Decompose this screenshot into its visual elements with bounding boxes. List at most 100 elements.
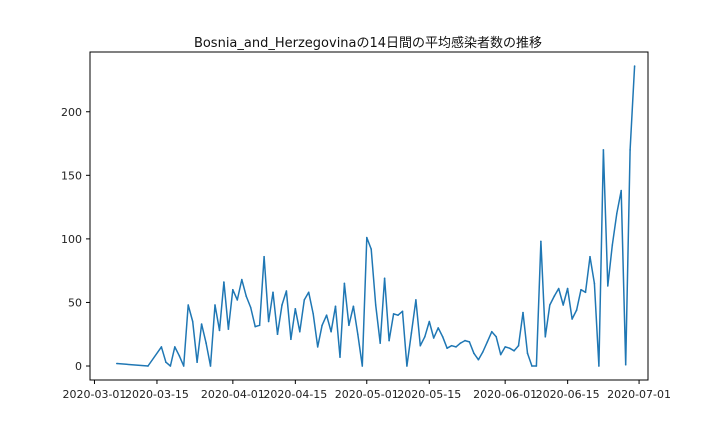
data-point (388, 339, 390, 342)
data-point (508, 347, 511, 350)
y-tick-label: 200 (61, 106, 82, 119)
data-point (584, 291, 587, 294)
data-point (147, 365, 149, 367)
data-point (214, 304, 216, 306)
data-point (526, 352, 529, 355)
data-point (236, 299, 239, 301)
x-tick-label: 2020-06-15 (536, 388, 600, 401)
x-tick-label: 2020-04-01 (201, 388, 265, 401)
data-point (513, 350, 515, 352)
data-point (589, 255, 591, 258)
data-point (535, 365, 538, 367)
data-point (182, 365, 185, 367)
data-point (267, 320, 270, 323)
data-point (482, 351, 484, 353)
data-point (303, 299, 306, 301)
data-point (517, 344, 520, 347)
data-point (174, 346, 176, 348)
data-point (370, 248, 373, 250)
series-line (116, 65, 636, 367)
data-point (254, 325, 256, 328)
data-point (276, 333, 279, 336)
y-tick-label: 100 (61, 233, 82, 246)
x-tick-label: 2020-03-01 (62, 388, 126, 401)
data-point (218, 329, 221, 332)
data-point (178, 355, 181, 357)
data-point (209, 365, 212, 367)
x-tick-label: 2020-06-01 (473, 388, 537, 401)
data-point (357, 333, 359, 336)
data-point (223, 281, 225, 283)
data-point (290, 338, 292, 341)
data-point (602, 149, 605, 151)
data-point (553, 295, 556, 297)
data-point (557, 287, 560, 290)
x-tick-label: 2020-03-15 (125, 388, 189, 401)
y-tick-label: 0 (75, 360, 82, 373)
data-point (419, 344, 422, 347)
data-point (432, 337, 435, 339)
data-point (611, 244, 614, 246)
data-point (531, 365, 533, 367)
data-point (241, 278, 243, 281)
data-point (504, 346, 507, 348)
data-point (633, 65, 636, 67)
axes-frame (89, 51, 649, 381)
data-point (598, 365, 600, 367)
x-tick-label: 2020-04-15 (263, 388, 327, 401)
x-tick-label: 2020-05-01 (335, 388, 399, 401)
data-point (428, 320, 431, 323)
data-point (383, 277, 386, 280)
data-point (258, 324, 261, 327)
data-point (620, 189, 622, 192)
data-point (491, 330, 493, 333)
data-point (379, 342, 382, 344)
data-point (245, 295, 247, 297)
data-point (450, 344, 453, 347)
data-point (205, 342, 207, 344)
data-point (575, 309, 578, 311)
data-point (562, 304, 564, 306)
data-point (196, 361, 198, 364)
data-point (160, 346, 163, 348)
data-point (316, 346, 319, 348)
data-point (352, 305, 355, 308)
data-point (169, 365, 172, 367)
data-point (343, 282, 346, 285)
axes-border (89, 51, 649, 381)
y-axis-ticks: 0 50 100 150 200 (61, 106, 90, 373)
x-tick-label: 2020-05-15 (397, 388, 461, 401)
data-point (477, 358, 480, 361)
data-point (401, 310, 404, 313)
x-tick-label: 2020-07-01 (607, 388, 671, 401)
data-point (348, 324, 350, 327)
data-point (366, 236, 368, 239)
data-point (187, 304, 189, 306)
data-point (299, 330, 301, 333)
data-point (464, 339, 466, 342)
data-point (227, 328, 230, 330)
data-point (468, 341, 471, 343)
data-point (330, 330, 332, 333)
data-point (263, 255, 265, 258)
data-point (339, 356, 341, 358)
data-point (410, 332, 413, 334)
data-point (459, 342, 462, 344)
data-point (392, 313, 395, 315)
data-point (415, 299, 417, 301)
data-point (397, 314, 399, 317)
data-point (607, 285, 609, 287)
data-point (334, 305, 337, 308)
data-point (437, 327, 440, 329)
data-point (361, 365, 364, 367)
data-point (616, 212, 618, 215)
data-point (200, 323, 203, 325)
data-point (446, 347, 448, 350)
data-point (441, 336, 444, 338)
data-point (522, 311, 524, 314)
data-point (406, 365, 408, 367)
data-point (499, 353, 502, 356)
